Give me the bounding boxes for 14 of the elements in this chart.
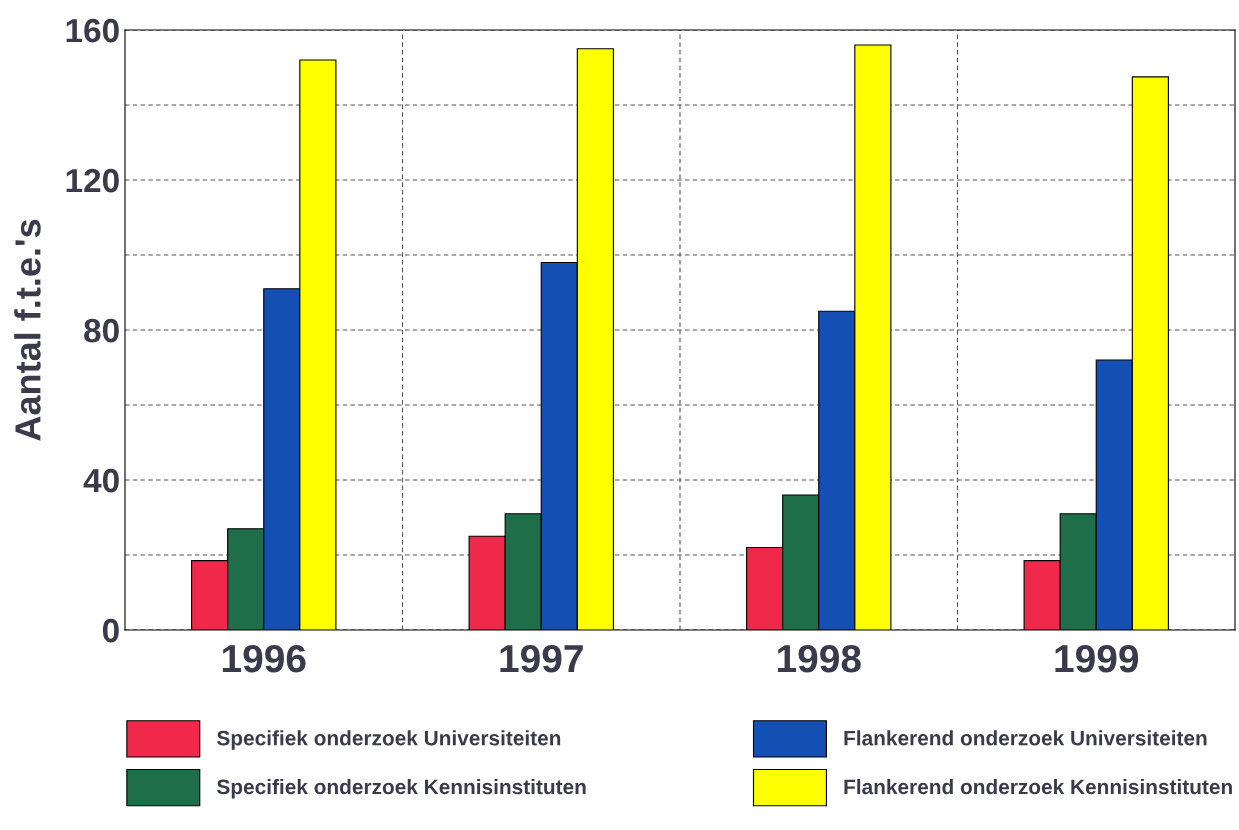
y-tick-label: 0 (102, 618, 119, 643)
y-tick-label: 40 (83, 468, 119, 493)
x-tick-label: 1996 (222, 644, 306, 673)
legend-label: Specifiek onderzoek Kennisinstituten (217, 778, 586, 799)
x-tick-label: 1997 (500, 644, 583, 673)
y-tick-label: 120 (66, 168, 119, 193)
x-tick-label: 1998 (777, 644, 861, 673)
y-tick-label: 160 (66, 18, 119, 43)
legend-label: Flankerend onderzoek Universiteiten (844, 730, 1207, 746)
y-axis-title: Aantal f.t.e.'s (14, 219, 41, 441)
legend-label: Specifiek onderzoek Universiteiten (217, 730, 561, 750)
legend-label: Flankerend onderzoek Kennisinstituten (844, 778, 1232, 795)
x-tick-label: 1999 (1055, 644, 1139, 673)
y-tick-label: 80 (84, 318, 119, 343)
